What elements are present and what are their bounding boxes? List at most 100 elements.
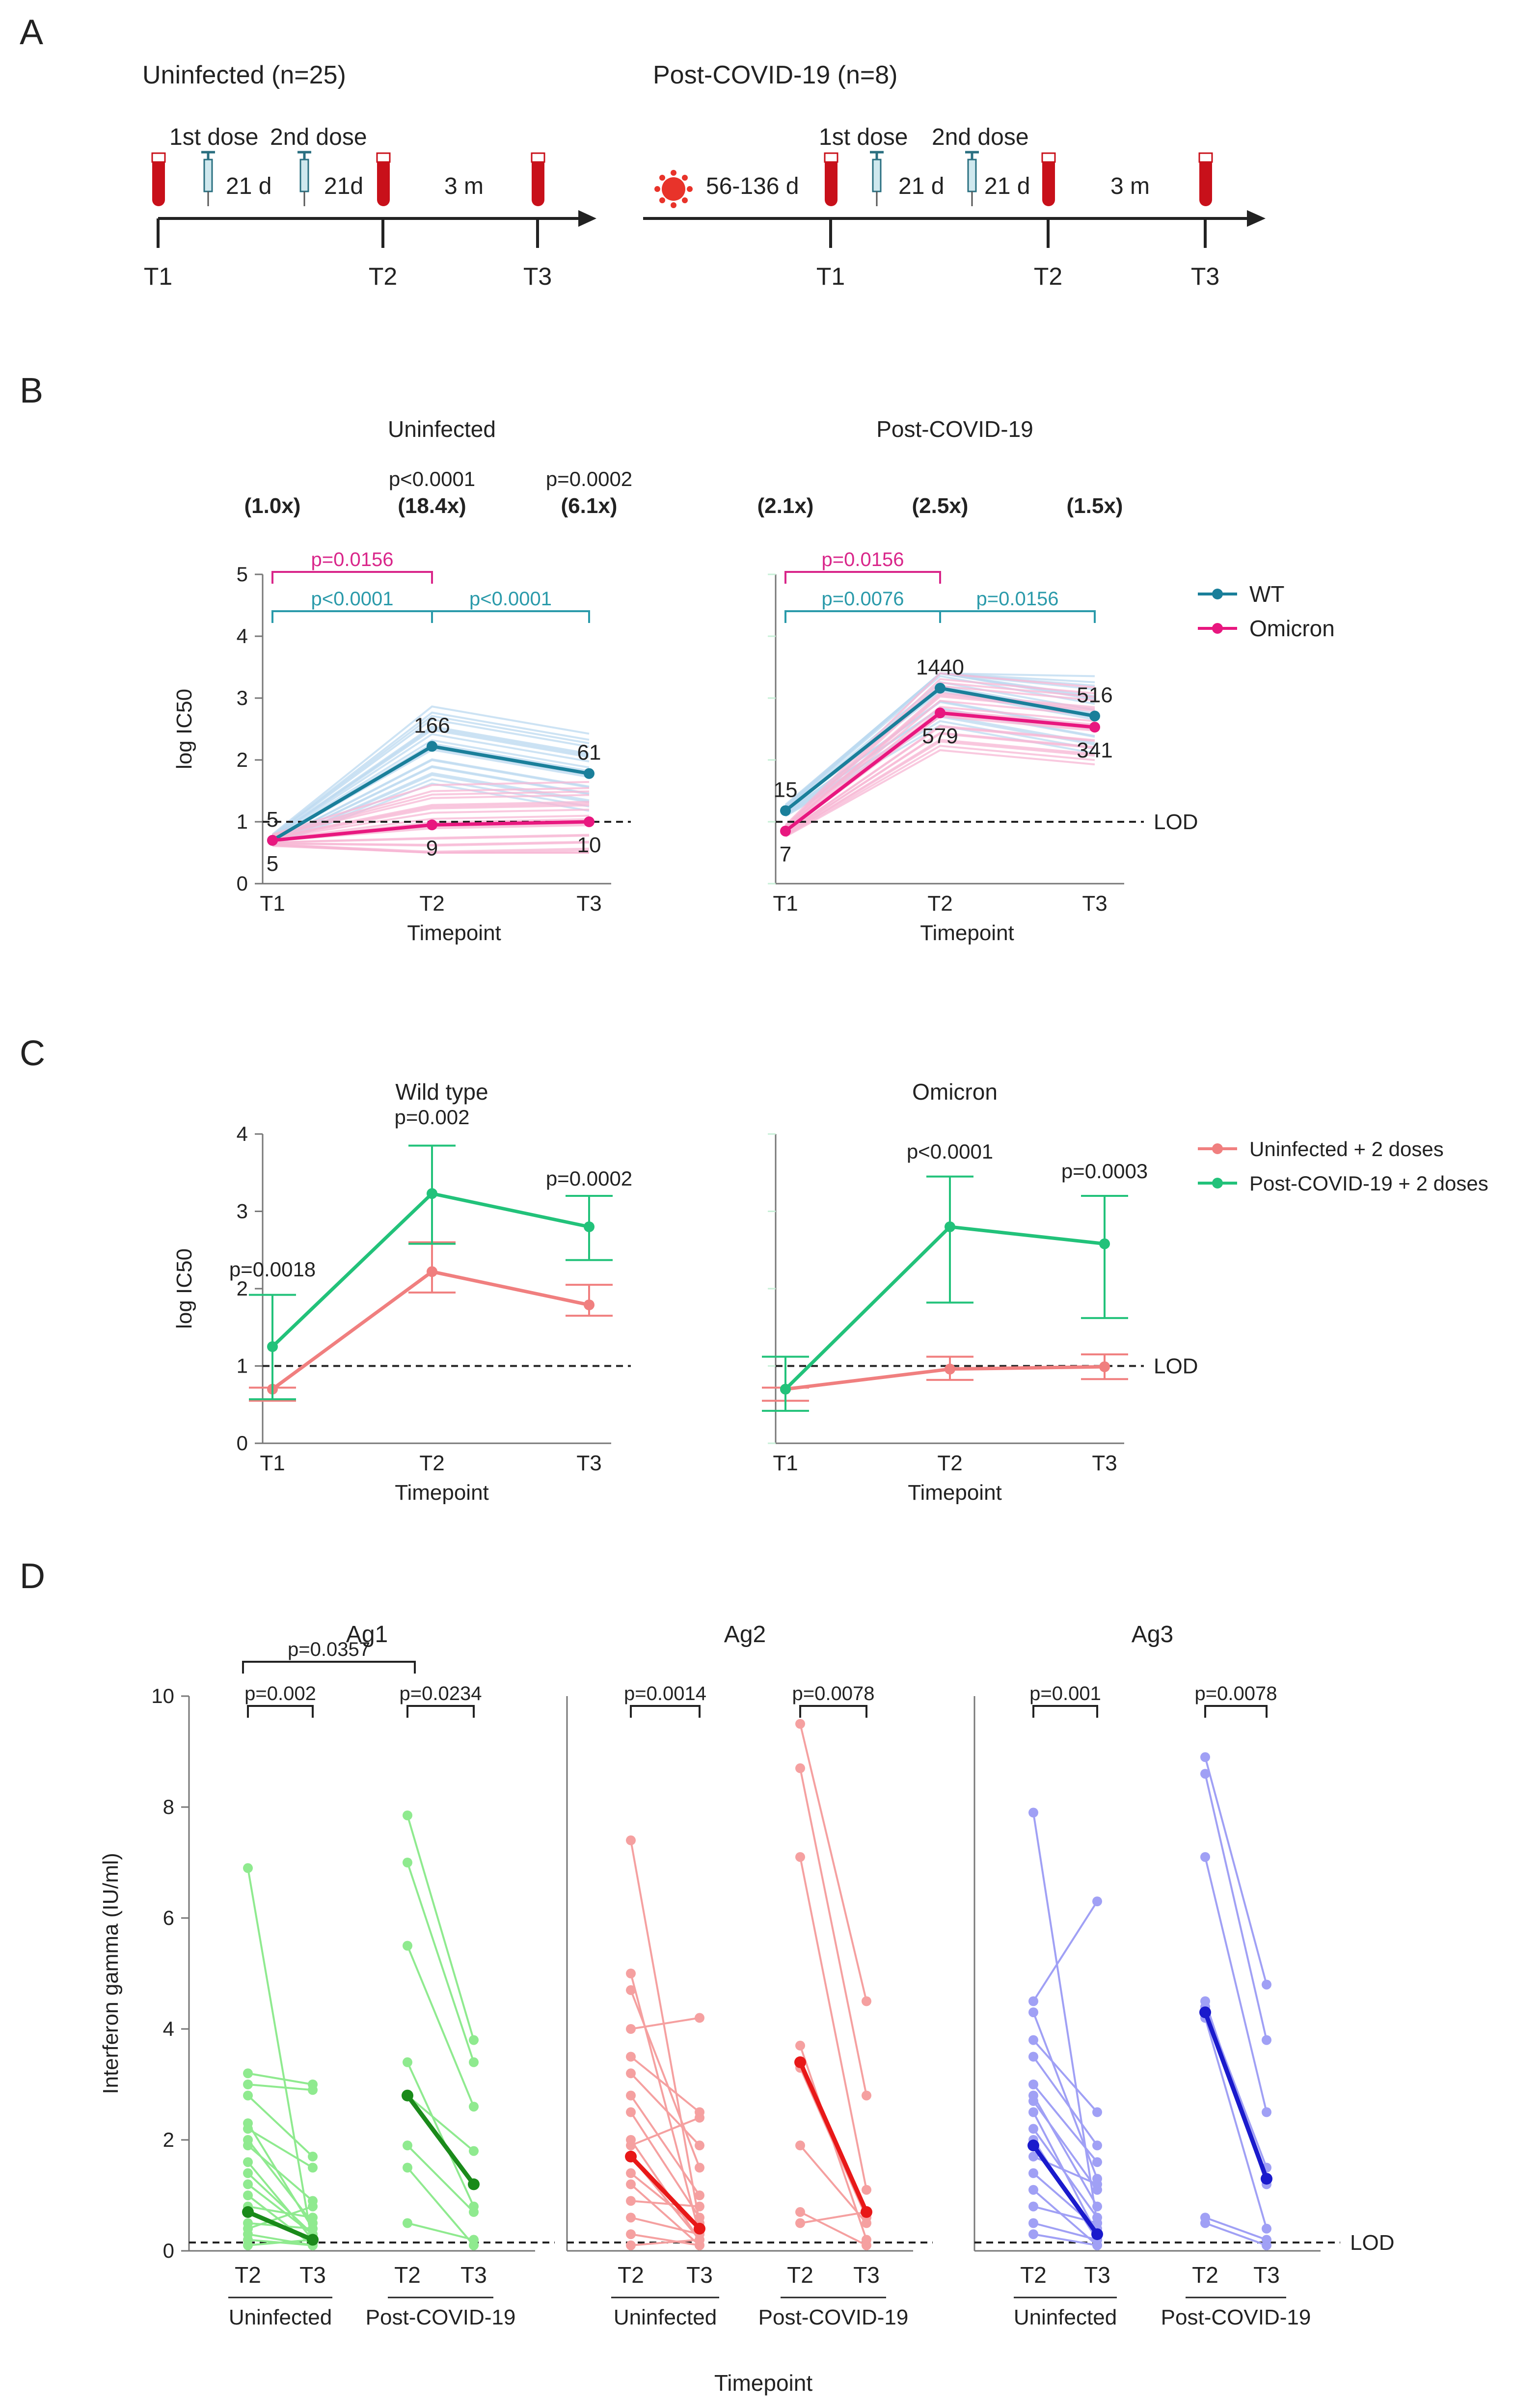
- data-point: [308, 2201, 318, 2212]
- y-tick-label: 4: [237, 624, 248, 648]
- data-point: [862, 2240, 871, 2250]
- data-point: [1028, 2218, 1038, 2228]
- syringe-icon: [965, 151, 979, 206]
- data-point: [626, 1985, 636, 1995]
- data-point: [1092, 2201, 1102, 2212]
- x-tick-label: T3: [299, 2262, 326, 2288]
- paired-line: [247, 2205, 313, 2219]
- group-label: Uninfected: [614, 2305, 717, 2329]
- data-point: [1262, 2223, 1271, 2234]
- paired-line: [247, 2072, 313, 2085]
- individual-line: [272, 794, 590, 838]
- series-line: [784, 1225, 1105, 1391]
- y-tick-label: 8: [163, 1795, 174, 1818]
- paired-line: [406, 2144, 475, 2213]
- y-axis-label: Interferon gamma (IU/ml): [99, 1853, 123, 2094]
- pvalue-label: p=0.0003: [1061, 1160, 1148, 1183]
- fold-change-label: (1.0x): [244, 494, 301, 518]
- data-point: [403, 2162, 412, 2173]
- data-point: [695, 2201, 704, 2212]
- paired-line: [247, 2128, 314, 2169]
- paired-line: [630, 2095, 701, 2196]
- data-point: [626, 2107, 636, 2117]
- median-line: [1203, 2011, 1269, 2180]
- x-tick-label: T2: [235, 2262, 261, 2288]
- data-point: [243, 2090, 253, 2101]
- x-tick-label: T2: [394, 2262, 421, 2288]
- paired-line: [799, 2067, 867, 2218]
- fold-change-label: (6.1x): [561, 494, 618, 518]
- data-point: [243, 1863, 253, 1873]
- x-tick-label: T2: [787, 2262, 813, 2288]
- legend-marker: [1212, 623, 1223, 634]
- pvalue-label: p<0.0001: [389, 467, 475, 490]
- axes-C-wildtype: 0 1 2 3 4 log IC50: [172, 1122, 611, 1455]
- individual-line: [785, 749, 1095, 838]
- paired-line: [630, 2216, 700, 2236]
- data-point: [308, 2162, 318, 2173]
- paired-line: [800, 2211, 867, 2224]
- data-point: [584, 1299, 594, 1311]
- bracket-2-label: p=0.0076: [822, 588, 904, 610]
- median-point: [242, 2206, 254, 2218]
- data-point: [1092, 2218, 1102, 2228]
- y-tick-label: 4: [237, 1122, 248, 1145]
- paired-line: [1204, 2017, 1268, 2229]
- paired-line: [247, 2144, 314, 2202]
- paired-line: [630, 2239, 700, 2246]
- data-point: [626, 2140, 636, 2151]
- paired-line: [247, 2083, 313, 2091]
- data-point: [1028, 2151, 1038, 2162]
- data-point: [935, 707, 946, 719]
- data-point: [695, 2162, 704, 2173]
- paired-line: [1032, 2012, 1098, 2179]
- median-point: [1199, 2006, 1211, 2019]
- value-label: 5: [267, 852, 278, 876]
- bracket-2-bracket: [271, 610, 433, 623]
- x-tick-label: T2: [419, 1451, 444, 1475]
- fold-change-label: (2.5x): [912, 494, 969, 518]
- median-point: [307, 2234, 319, 2246]
- individual-line: [272, 841, 590, 847]
- data-point: [1028, 2201, 1038, 2212]
- data-point: [626, 1969, 636, 1978]
- chart-title: Ag1: [346, 1621, 388, 1648]
- data-point: [1028, 2168, 1038, 2178]
- bracket-post-label: p=0.0078: [1195, 1683, 1277, 1704]
- individual-line: [784, 705, 1095, 831]
- group-label: Post-COVID-19: [758, 2305, 909, 2329]
- individual-line: [272, 787, 590, 837]
- bracket-uninf-bracket: [1032, 1705, 1098, 1718]
- data-point: [1028, 2124, 1038, 2134]
- individual-line: [272, 781, 590, 836]
- y-tick-label: 3: [237, 1200, 248, 1223]
- data-point: [243, 2140, 253, 2151]
- data-point: [469, 2207, 479, 2217]
- label-right-int2: 21 d: [984, 173, 1030, 199]
- bracket-post-bracket: [1204, 1705, 1268, 1718]
- label-right-t1: T1: [816, 263, 845, 290]
- paired-line: [1032, 2128, 1098, 2218]
- legend-marker: [1212, 1178, 1223, 1189]
- individual-line: [271, 733, 590, 839]
- pvalue-label: p=0.0002: [546, 1167, 632, 1190]
- pvalue-label: p=0.002: [395, 1106, 470, 1129]
- data-point: [1089, 722, 1100, 733]
- y-tick-label: 6: [163, 1906, 174, 1929]
- value-label: 1440: [916, 655, 964, 679]
- x-axis-label: Timepoint: [908, 1481, 1002, 1505]
- syringe-icon: [297, 151, 311, 206]
- bracket-1-bracket: [271, 571, 433, 584]
- fold-change-label: (18.4x): [398, 494, 466, 518]
- data-point: [469, 2146, 479, 2156]
- individual-line: [272, 843, 590, 853]
- y-tick-label: 2: [237, 1277, 248, 1300]
- data-point: [1089, 710, 1100, 722]
- legend-marker: [1212, 1143, 1223, 1154]
- chart-title: Uninfected: [388, 416, 496, 442]
- timeline-left-title: Uninfected (n=25): [142, 61, 346, 89]
- data-point: [243, 2179, 253, 2189]
- x-tick-label: T3: [1082, 892, 1107, 916]
- y-tick-label: 3: [237, 686, 248, 709]
